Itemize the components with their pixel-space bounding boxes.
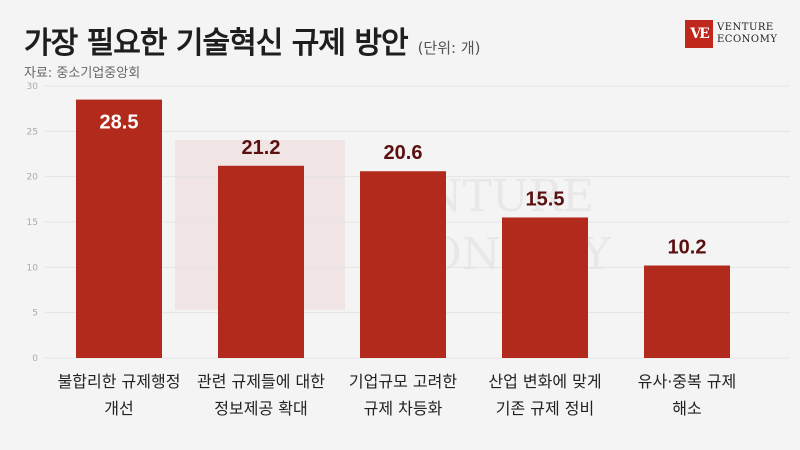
category-label-line: 관련 규제들에 대한 [197,372,325,391]
bar-4 [502,217,588,358]
unit-label: (단위: 개) [417,39,481,57]
bar-5 [644,265,730,358]
brand-logo: VE VENTURE ECONOMY [685,20,777,48]
category-label-line: 기업규모 고려한 [348,372,458,391]
y-tick-label: 25 [27,127,38,137]
bar-value-label: 20.6 [384,142,423,164]
category-label-line: 불합리한 규제행정 [57,372,181,391]
chart-title: 가장 필요한 기술혁신 규제 방안 [24,26,409,61]
logo-line-2: ECONOMY [717,34,778,45]
bar-2 [218,165,304,358]
logo-text: VENTURE ECONOMY [717,22,777,46]
source-label: 자료: 중소기업중앙회 [24,66,141,81]
logo-line-1: VENTURE [717,22,774,33]
category-label-line: 개선 [104,399,134,418]
y-tick-layer: 0 5 10 15 20 25 30 [27,82,39,364]
y-tick-label: 30 [27,82,39,92]
y-tick-label: 15 [27,218,38,228]
y-tick-label: 20 [27,173,39,183]
bar-3 [360,171,446,358]
y-tick-label: 0 [32,354,38,364]
logo-mark-icon: VE [685,20,713,48]
category-label-line: 정보제공 확대 [214,399,308,418]
y-tick-label: 5 [32,309,38,319]
title-row: 가장 필요한 기술혁신 규제 방안 (단위: 개) [24,18,481,62]
bar-layer [76,99,730,358]
category-label-line: 규제 차등화 [363,399,443,418]
bar-value-label: 28.5 [100,112,139,134]
bar-value-label: 21.2 [242,137,281,159]
category-label-line: 산업 변화에 맞게 [488,372,602,391]
category-label-line: 해소 [672,399,702,418]
y-tick-label: 10 [27,263,39,273]
bar-1 [76,99,162,358]
category-label-line: 기존 규제 정비 [495,399,595,418]
category-label-line: 유사·중복 규제 [637,372,737,391]
value-label-layer: 28.5 21.2 20.6 15.5 10.2 [100,112,707,259]
bar-value-label: 10.2 [668,237,707,259]
bar-value-label: 15.5 [526,188,565,210]
